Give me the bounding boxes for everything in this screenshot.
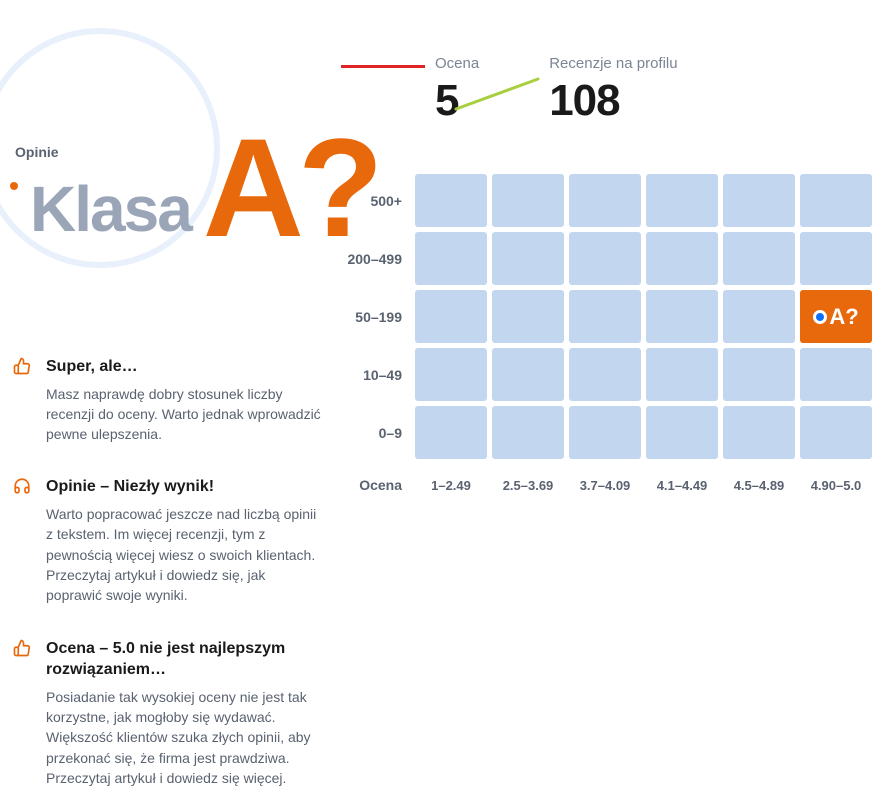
matrix-cell [492, 348, 564, 401]
matrix-cell [569, 348, 641, 401]
redline-icon [341, 65, 425, 68]
y-label: 10–49 [330, 367, 410, 383]
matrix-cell [415, 348, 487, 401]
tip-title: Super, ale… [46, 356, 325, 378]
matrix-cell [723, 406, 795, 459]
matrix-cell [492, 174, 564, 227]
tip-text: Posiadanie tak wysokiej oceny nie jest t… [46, 687, 325, 788]
matrix-cell [415, 174, 487, 227]
matrix-cell [569, 406, 641, 459]
matrix-cell [800, 174, 872, 227]
matrix-cell [646, 232, 718, 285]
grade-header: Klasa A? [10, 130, 325, 241]
matrix-row: 10–49 [330, 348, 885, 401]
matrix-cell [723, 290, 795, 343]
stat-reviews: Recenzje na profilu 108 [549, 55, 677, 126]
stat-label: Recenzje na profilu [549, 55, 677, 72]
x-label: 4.5–4.89 [723, 478, 795, 493]
matrix-cell [492, 290, 564, 343]
active-dot-icon [813, 310, 827, 324]
y-label: 50–199 [330, 309, 410, 325]
matrix-row: 0–9 [330, 406, 885, 459]
matrix-cell [646, 174, 718, 227]
x-label: 1–2.49 [415, 478, 487, 493]
active-cell-label: A? [829, 304, 858, 330]
x-label: 4.1–4.49 [646, 478, 718, 493]
x-axis: Ocena 1–2.49 2.5–3.69 3.7–4.09 4.1–4.49 4.5–… [330, 477, 885, 493]
tip-item: Ocena – 5.0 nie jest najlepszym rozwiąza… [12, 638, 325, 788]
headphones-icon [12, 476, 32, 496]
x-label: 4.90–5.0 [800, 478, 872, 493]
x-label: 2.5–3.69 [492, 478, 564, 493]
matrix-cell [492, 406, 564, 459]
matrix-row: 200–499 [330, 232, 885, 285]
matrix-cell [723, 348, 795, 401]
matrix-cell [415, 232, 487, 285]
stat-label: Ocena [435, 55, 479, 72]
heatmap-matrix: 500+200–499 50–199 A? 10–49 0–9 [330, 174, 885, 459]
matrix-cell [646, 290, 718, 343]
matrix-cell [569, 290, 641, 343]
thumbs-up-icon [12, 638, 32, 658]
thumbs-up-icon [12, 356, 32, 376]
tip-item: Opinie – Niezły wynik! Warto popracować … [12, 476, 325, 605]
tip-text: Masz naprawdę dobry stosunek liczby rece… [46, 384, 325, 445]
tip-item: Super, ale… Masz naprawdę dobry stosunek… [12, 356, 325, 444]
matrix-row: 50–199 A? [330, 290, 885, 343]
klasa-label: Klasa [30, 177, 191, 241]
x-label: 3.7–4.09 [569, 478, 641, 493]
matrix-cell [723, 174, 795, 227]
stats-row: Ocena 5 Recenzje na profilu 108 [435, 55, 885, 126]
matrix-cell: A? [800, 290, 872, 343]
matrix-cell [415, 290, 487, 343]
matrix-cell [569, 174, 641, 227]
matrix-cell [800, 348, 872, 401]
greenline-icon [454, 75, 542, 115]
stat-value: 108 [549, 76, 677, 126]
matrix-cell [723, 232, 795, 285]
tip-title: Opinie – Niezły wynik! [46, 476, 325, 498]
tip-title: Ocena – 5.0 nie jest najlepszym rozwiąza… [46, 638, 325, 681]
tip-text: Warto popracować jeszcze nad liczbą opin… [46, 504, 325, 605]
tips-list: Super, ale… Masz naprawdę dobry stosunek… [10, 356, 325, 788]
matrix-cell [415, 406, 487, 459]
matrix-cell [492, 232, 564, 285]
matrix-cell [646, 348, 718, 401]
matrix-cell [646, 406, 718, 459]
matrix-cell [800, 406, 872, 459]
matrix-cell [800, 232, 872, 285]
x-axis-title: Ocena [330, 477, 410, 493]
matrix-row: 500+ [330, 174, 885, 227]
y-label: 0–9 [330, 425, 410, 441]
grade-value: A? [203, 135, 378, 240]
matrix-cell [569, 232, 641, 285]
bullet-icon [10, 182, 18, 190]
